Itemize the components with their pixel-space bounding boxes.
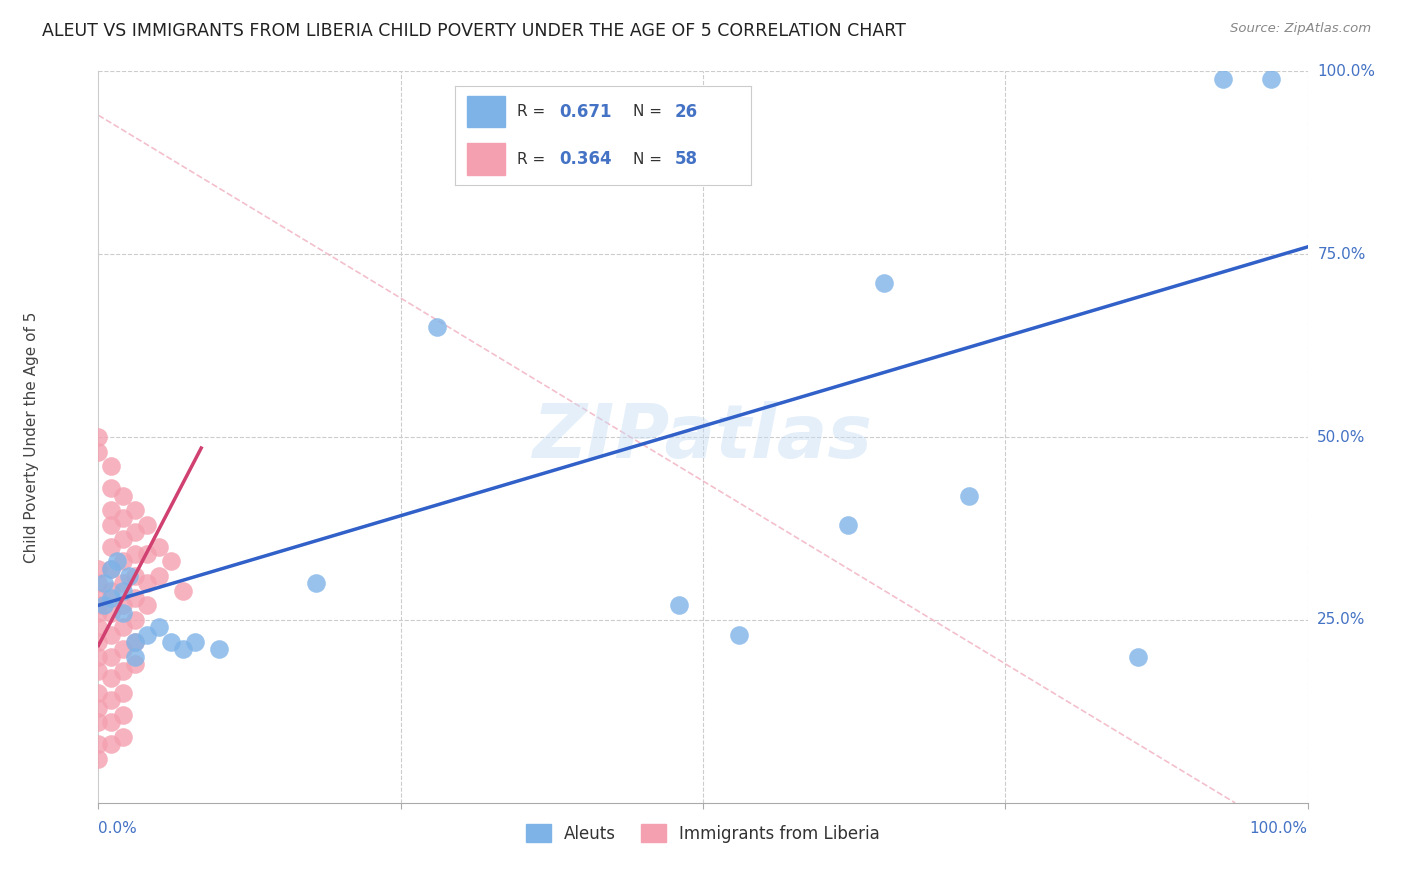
Point — [87, 686, 110, 700]
Point — [100, 481, 122, 495]
Point — [87, 649, 110, 664]
Point — [873, 277, 896, 291]
Point — [111, 642, 134, 657]
Point — [148, 620, 170, 634]
Point — [87, 576, 110, 591]
Point — [93, 599, 115, 613]
Point — [124, 547, 146, 561]
Point — [87, 635, 110, 649]
Text: 25.0%: 25.0% — [1317, 613, 1365, 627]
Point — [1260, 71, 1282, 86]
Point — [100, 459, 122, 474]
Point — [172, 642, 194, 657]
Point — [93, 576, 115, 591]
Point — [111, 489, 134, 503]
Point — [135, 627, 157, 641]
Text: Source: ZipAtlas.com: Source: ZipAtlas.com — [1230, 22, 1371, 36]
Point — [148, 540, 170, 554]
Point — [172, 583, 194, 598]
Point — [124, 649, 146, 664]
Point — [305, 576, 328, 591]
Point — [1128, 649, 1150, 664]
Point — [100, 606, 122, 620]
Point — [111, 599, 134, 613]
Point — [111, 620, 134, 634]
Text: 75.0%: 75.0% — [1317, 247, 1365, 261]
Point — [124, 635, 146, 649]
Point — [148, 569, 170, 583]
Point — [100, 591, 122, 605]
Point — [111, 554, 134, 568]
Point — [100, 715, 122, 730]
Point — [100, 562, 122, 576]
Point — [87, 620, 110, 634]
Point — [87, 430, 110, 444]
Point — [87, 752, 110, 766]
Text: 50.0%: 50.0% — [1317, 430, 1365, 444]
Text: ZIPatlas: ZIPatlas — [533, 401, 873, 474]
Point — [135, 517, 157, 532]
Point — [135, 599, 157, 613]
Text: ALEUT VS IMMIGRANTS FROM LIBERIA CHILD POVERTY UNDER THE AGE OF 5 CORRELATION CH: ALEUT VS IMMIGRANTS FROM LIBERIA CHILD P… — [42, 22, 905, 40]
Point — [87, 591, 110, 605]
Point — [87, 737, 110, 751]
Point — [111, 664, 134, 678]
Point — [87, 562, 110, 576]
Text: Child Poverty Under the Age of 5: Child Poverty Under the Age of 5 — [24, 311, 39, 563]
Point — [668, 599, 690, 613]
Point — [100, 737, 122, 751]
Point — [87, 664, 110, 678]
Text: 100.0%: 100.0% — [1250, 821, 1308, 836]
Point — [100, 693, 122, 707]
Point — [957, 489, 980, 503]
Point — [118, 569, 141, 583]
Point — [105, 554, 128, 568]
Point — [111, 730, 134, 744]
Point — [100, 562, 122, 576]
Point — [100, 627, 122, 641]
Text: 0.0%: 0.0% — [98, 821, 138, 836]
Point — [1212, 71, 1234, 86]
Text: 100.0%: 100.0% — [1317, 64, 1375, 78]
Point — [135, 547, 157, 561]
Point — [160, 635, 183, 649]
Point — [87, 606, 110, 620]
Point — [184, 635, 207, 649]
Point — [100, 583, 122, 598]
Point — [837, 517, 859, 532]
Point — [111, 533, 134, 547]
Point — [87, 599, 110, 613]
Point — [124, 503, 146, 517]
Point — [426, 320, 449, 334]
Point — [124, 635, 146, 649]
Point — [87, 715, 110, 730]
Point — [124, 657, 146, 671]
Point — [111, 510, 134, 524]
Point — [124, 525, 146, 540]
Point — [111, 583, 134, 598]
Point — [124, 569, 146, 583]
Point — [728, 627, 751, 641]
Point — [111, 708, 134, 723]
Point — [100, 517, 122, 532]
Point — [100, 503, 122, 517]
Point — [100, 540, 122, 554]
Point — [87, 700, 110, 714]
Point — [100, 672, 122, 686]
Point — [208, 642, 231, 657]
Point — [87, 444, 110, 458]
Point — [135, 576, 157, 591]
Point — [124, 591, 146, 605]
Point — [124, 613, 146, 627]
Point — [111, 576, 134, 591]
Point — [160, 554, 183, 568]
Point — [100, 649, 122, 664]
Legend: Aleuts, Immigrants from Liberia: Aleuts, Immigrants from Liberia — [519, 818, 887, 849]
Point — [111, 606, 134, 620]
Point — [111, 686, 134, 700]
